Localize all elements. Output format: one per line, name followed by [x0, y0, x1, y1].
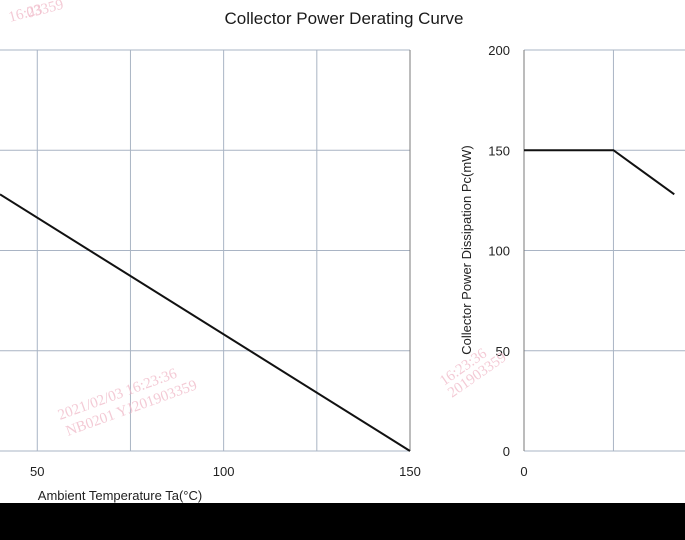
bottom-black-bar: [0, 503, 685, 540]
y-tick-label: 0: [503, 444, 510, 459]
y-tick-label: 150: [488, 143, 510, 158]
y-axis-label: Collector Power Dissipation Pc(mW): [459, 145, 474, 355]
y-tick-label: 100: [488, 244, 510, 259]
chart-title: Collector Power Derating Curve: [224, 9, 463, 28]
x-tick-label: 100: [213, 464, 235, 479]
y-tick-label: 200: [488, 43, 510, 58]
derating-curve-figure: Collector Power Derating Curve 50 100 150 …: [0, 0, 685, 503]
x-axis-label: Ambient Temperature Ta(°C): [38, 488, 202, 503]
x-tick-label: 0: [520, 464, 527, 479]
x-tick-label: 50: [30, 464, 44, 479]
y-tick-label: 50: [496, 344, 510, 359]
left-chart-panel: 50 100 150: [0, 49, 421, 479]
x-tick-label: 150: [399, 464, 421, 479]
derating-curve-line: [0, 193, 411, 452]
derating-curve-line: [524, 149, 675, 196]
right-chart-panel: 0 50 100 150 200 0: [488, 43, 685, 479]
